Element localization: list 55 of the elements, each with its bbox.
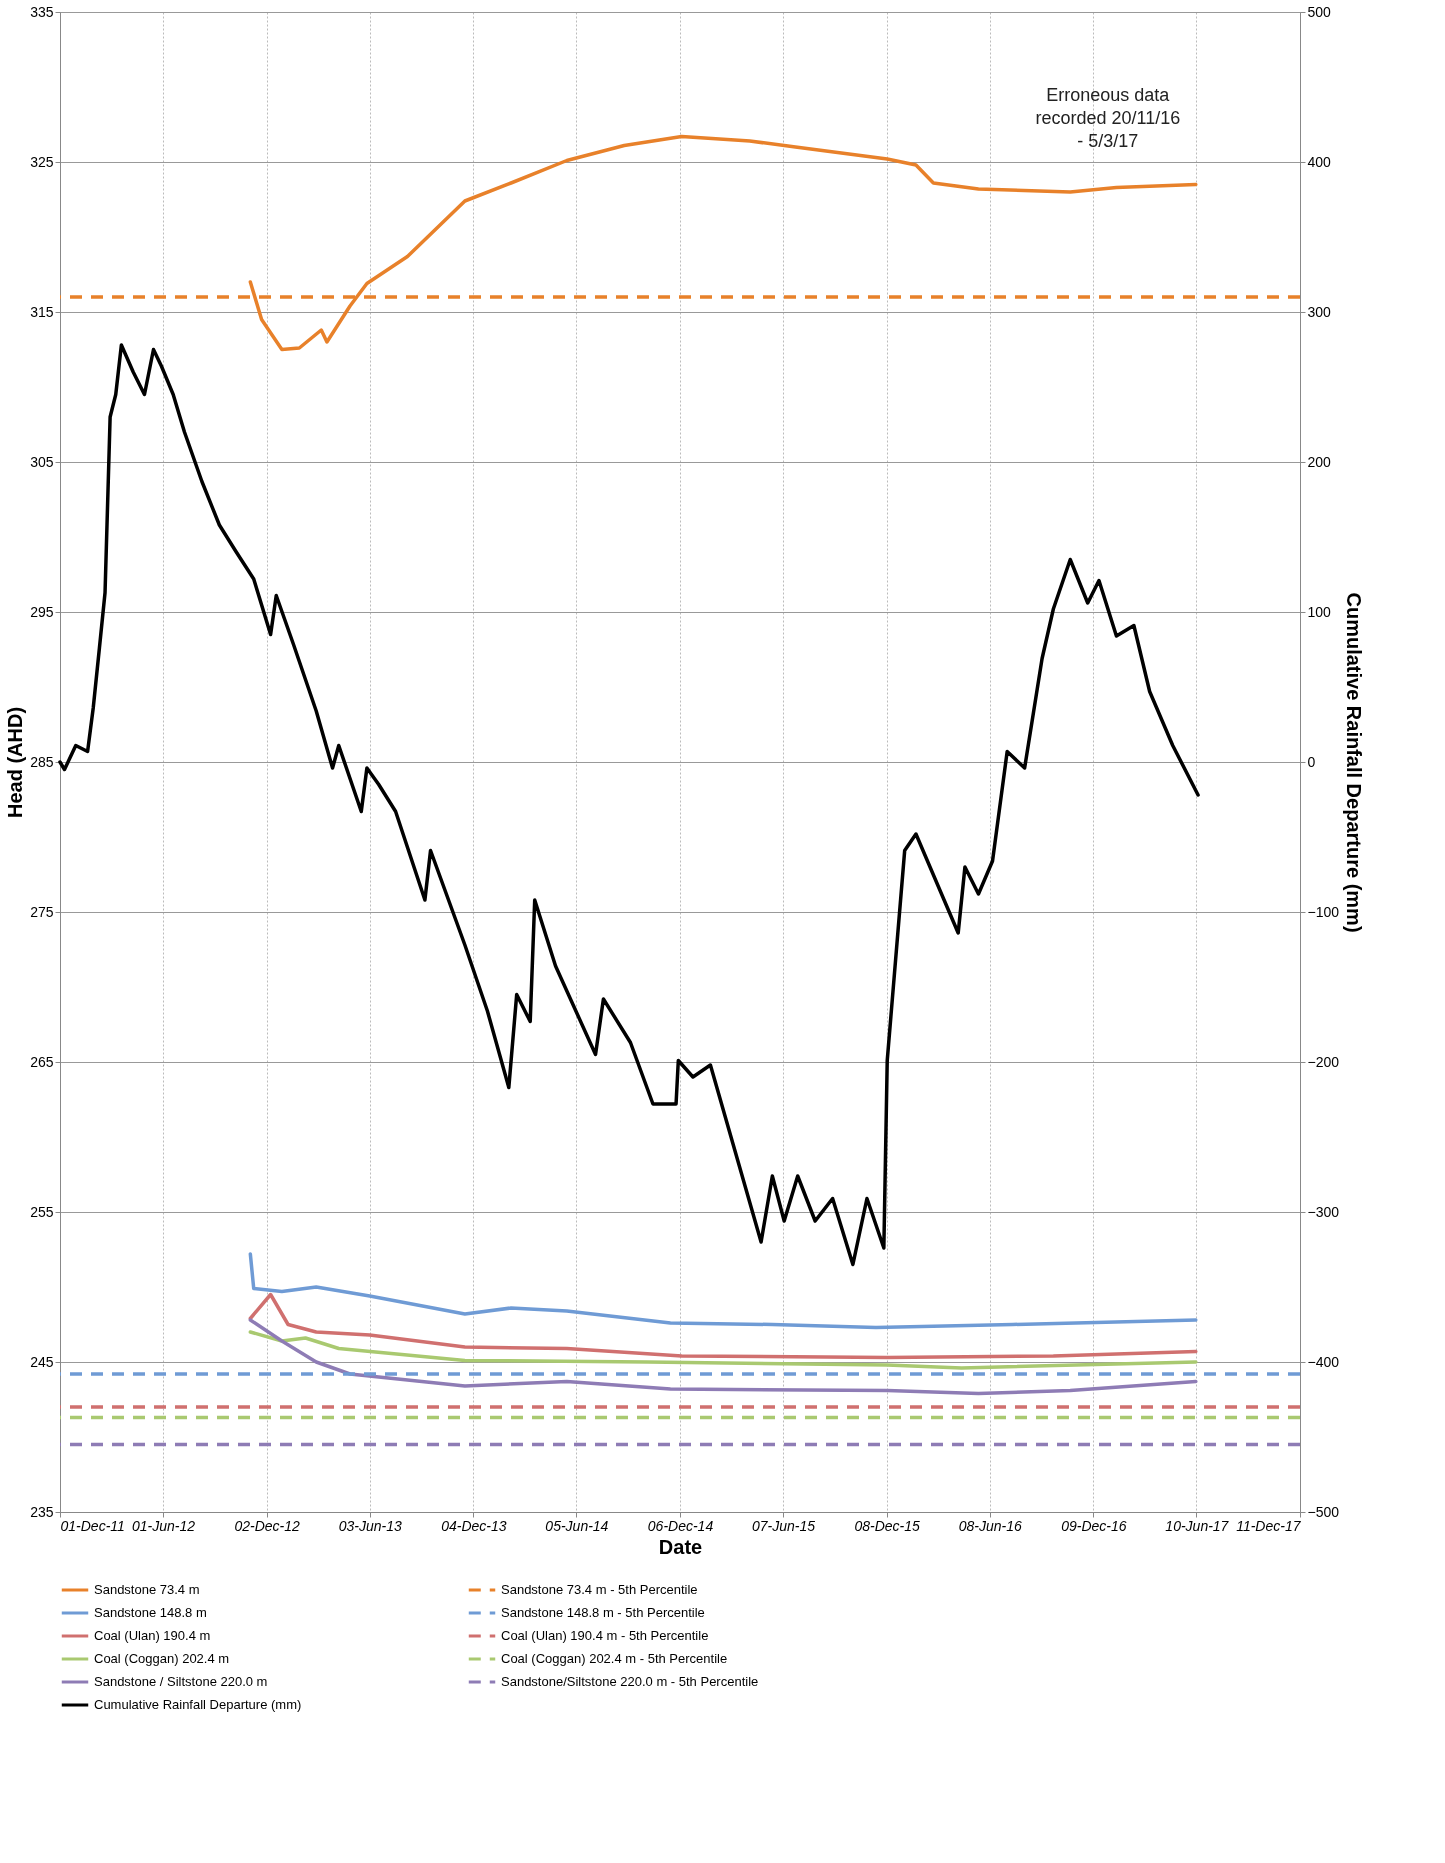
legend-label: Coal (Coggan) 202.4 m - 5th Percentile: [501, 1651, 728, 1666]
y2-tick-label: 200: [1307, 453, 1332, 470]
x-axis-title: Date: [658, 1535, 703, 1558]
x-tick-label: 11-Dec-17: [1236, 1517, 1302, 1534]
legend-label: Coal (Coggan) 202.4 m: [94, 1651, 230, 1666]
y2-tick-label: −200: [1307, 1053, 1340, 1070]
y2-tick-label: −400: [1307, 1353, 1340, 1370]
y-tick-label: 265: [30, 1053, 54, 1070]
x-tick-label: 04-Dec-13: [441, 1517, 507, 1534]
y2-tick-label: 100: [1307, 603, 1332, 620]
x-tick-label: 08-Jun-16: [958, 1517, 1022, 1534]
y-axis-title: Head (AHD): [4, 706, 27, 819]
y-tick-label: 325: [30, 153, 54, 170]
y-tick-label: 305: [30, 453, 54, 470]
y-tick-label: 285: [30, 753, 54, 770]
y-tick-label: 335: [30, 3, 54, 20]
line-series: [248, 1252, 1198, 1330]
line-series: [248, 1318, 1198, 1396]
y-tick-label: 255: [30, 1203, 54, 1220]
x-tick-label: 01-Jun-12: [132, 1517, 196, 1534]
y2-tick-label: 500: [1307, 3, 1332, 20]
x-tick-label: 06-Dec-14: [647, 1517, 714, 1534]
y2-tick-label: 300: [1307, 303, 1332, 320]
x-tick-label: 05-Jun-14: [545, 1517, 609, 1534]
y2-tick-label: −100: [1307, 903, 1340, 920]
legend-label: Coal (Ulan) 190.4 m - 5th Percentile: [501, 1628, 709, 1643]
y2-tick-label: 400: [1307, 153, 1332, 170]
x-tick-label: 02-Dec-12: [234, 1517, 301, 1534]
x-tick-label: 08-Dec-15: [854, 1517, 921, 1534]
x-tick-label: 03-Jun-13: [338, 1517, 402, 1534]
annotation: Erroneous data recorded 20/11/16 - 5/3/17: [1035, 85, 1181, 151]
y-tick-label: 235: [30, 1503, 54, 1520]
y-tick-label: 275: [30, 903, 54, 920]
line-series: [248, 1292, 1198, 1360]
legend-label: Cumulative Rainfall Departure (mm): [94, 1697, 302, 1712]
y2-tick-label: −300: [1307, 1203, 1340, 1220]
legend-label: Sandstone 73.4 m - 5th Percentile: [501, 1582, 698, 1597]
legend-label: Sandstone/Siltstone 220.0 m - 5th Percentile: [501, 1674, 759, 1689]
line-series: [248, 1330, 1198, 1370]
line-series: [58, 343, 1200, 1267]
y2-axis-title: Cumulative Rainfall Departure (mm): [1343, 592, 1366, 933]
x-tick-label: 01-Dec-11: [60, 1517, 125, 1534]
x-tick-label: 10-Jun-17: [1165, 1517, 1230, 1534]
legend-label: Sandstone 148.8 m: [94, 1605, 207, 1620]
x-tick-label: 09-Dec-16: [1061, 1517, 1127, 1534]
y2-tick-label: −500: [1307, 1503, 1340, 1520]
legend-label: Coal (Ulan) 190.4 m: [94, 1628, 211, 1643]
y2-tick-label: 0: [1307, 753, 1316, 770]
y-tick-label: 245: [30, 1353, 54, 1370]
legend-label: Sandstone 148.8 m - 5th Percentile: [501, 1605, 705, 1620]
y-tick-label: 315: [30, 303, 54, 320]
legend-label: Sandstone / Siltstone 220.0 m: [94, 1674, 268, 1689]
x-tick-label: 07-Jun-15: [752, 1517, 816, 1534]
legend-label: Sandstone 73.4 m: [94, 1582, 200, 1597]
y-tick-label: 295: [30, 603, 54, 620]
